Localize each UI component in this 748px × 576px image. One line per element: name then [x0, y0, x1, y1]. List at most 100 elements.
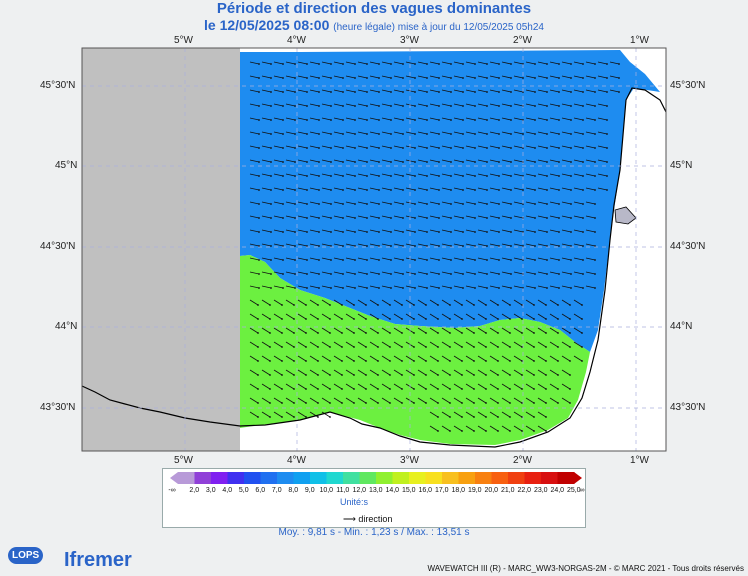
- direction-arrow-head: [510, 161, 512, 163]
- direction-arrow: [321, 117, 332, 121]
- direction-arrow-head: [450, 161, 452, 163]
- direction-arrow-head: [486, 231, 488, 233]
- direction-arrow-head: [606, 77, 608, 79]
- direction-arrow-head: [546, 245, 548, 247]
- direction-arrow: [453, 327, 463, 334]
- direction-arrow-head: [401, 332, 403, 334]
- direction-arrow-head: [462, 105, 464, 107]
- direction-arrow: [489, 341, 499, 348]
- direction-arrow: [537, 285, 548, 289]
- direction-arrow-head: [354, 217, 356, 219]
- direction-arrow: [585, 159, 596, 163]
- direction-arrow-head: [414, 259, 416, 261]
- direction-arrow-head: [342, 77, 344, 79]
- direction-arrow: [525, 369, 535, 376]
- direction-arrow-head: [474, 175, 476, 177]
- direction-arrow-head: [342, 259, 344, 261]
- direction-arrow: [345, 271, 356, 275]
- direction-arrow-head: [534, 91, 536, 93]
- direction-arrow: [333, 341, 343, 348]
- direction-arrow-head: [318, 217, 320, 219]
- direction-arrow: [561, 75, 572, 79]
- direction-arrow: [297, 355, 307, 362]
- direction-arrow-head: [473, 360, 475, 362]
- direction-arrow-head: [425, 346, 427, 348]
- direction-arrow-head: [354, 161, 356, 163]
- direction-arrow: [477, 299, 487, 306]
- colorbar-segment: [244, 472, 261, 484]
- direction-arrow: [429, 117, 440, 121]
- direction-arrow: [285, 89, 296, 93]
- direction-arrow: [561, 61, 572, 65]
- direction-arrow: [333, 201, 344, 205]
- direction-arrow-head: [437, 304, 439, 306]
- direction-arrow-head: [329, 374, 331, 376]
- direction-arrow-head: [365, 374, 367, 376]
- direction-arrow: [345, 299, 355, 306]
- direction-arrow: [561, 173, 572, 177]
- direction-arrow: [477, 229, 488, 233]
- direction-arrow: [405, 257, 416, 261]
- direction-arrow: [573, 103, 584, 107]
- direction-arrow: [513, 257, 524, 261]
- direction-arrow-head: [306, 147, 308, 149]
- direction-arrow: [261, 285, 272, 289]
- direction-arrow-head: [258, 273, 260, 275]
- direction-arrow-head: [438, 203, 440, 205]
- direction-arrow: [489, 271, 500, 275]
- direction-arrow-head: [534, 259, 536, 261]
- direction-arrow-head: [390, 133, 392, 135]
- direction-arrow: [573, 75, 584, 79]
- direction-arrow-head: [570, 147, 572, 149]
- direction-arrow: [297, 145, 308, 149]
- direction-arrow-head: [534, 119, 536, 121]
- direction-arrow: [369, 397, 379, 404]
- direction-arrow-head: [438, 189, 440, 191]
- direction-arrow-head: [294, 231, 296, 233]
- direction-arrow-head: [378, 231, 380, 233]
- direction-arrow-head: [305, 360, 307, 362]
- direction-arrow: [441, 61, 452, 65]
- direction-arrow-head: [270, 147, 272, 149]
- direction-arrow-head: [282, 287, 284, 289]
- direction-arrow-head: [366, 77, 368, 79]
- direction-arrow-head: [318, 91, 320, 93]
- direction-arrow-head: [521, 430, 523, 432]
- direction-arrow-head: [294, 175, 296, 177]
- direction-arrow: [249, 369, 259, 376]
- direction-arrow-head: [270, 77, 272, 79]
- direction-arrow: [429, 341, 439, 348]
- direction-arrow: [537, 257, 548, 261]
- direction-arrow-head: [378, 161, 380, 163]
- direction-arrow-head: [426, 147, 428, 149]
- direction-arrow: [585, 117, 596, 121]
- direction-arrow: [489, 243, 500, 247]
- direction-arrow: [525, 61, 536, 65]
- direction-arrow: [477, 243, 488, 247]
- direction-arrow-head: [389, 346, 391, 348]
- direction-arrow-head: [450, 147, 452, 149]
- direction-arrow: [549, 173, 560, 177]
- direction-arrow-head: [450, 105, 452, 107]
- direction-arrow: [321, 89, 332, 93]
- direction-arrow-head: [377, 304, 379, 306]
- direction-arrow-head: [317, 304, 319, 306]
- direction-arrow: [429, 397, 439, 404]
- direction-arrow: [465, 75, 476, 79]
- direction-arrow: [249, 383, 259, 390]
- direction-arrow-head: [594, 77, 596, 79]
- direction-arrow: [525, 285, 536, 289]
- direction-arrow-head: [305, 346, 307, 348]
- direction-arrow-head: [317, 360, 319, 362]
- direction-arrow: [417, 341, 427, 348]
- direction-arrow: [441, 397, 451, 404]
- direction-arrow: [477, 75, 488, 79]
- direction-arrow: [561, 299, 571, 306]
- direction-arrow: [261, 341, 271, 348]
- direction-arrow: [249, 159, 260, 163]
- direction-arrow: [357, 397, 367, 404]
- direction-arrow: [513, 313, 523, 320]
- direction-arrow: [549, 369, 559, 376]
- direction-arrow: [321, 215, 332, 219]
- direction-arrow: [465, 117, 476, 121]
